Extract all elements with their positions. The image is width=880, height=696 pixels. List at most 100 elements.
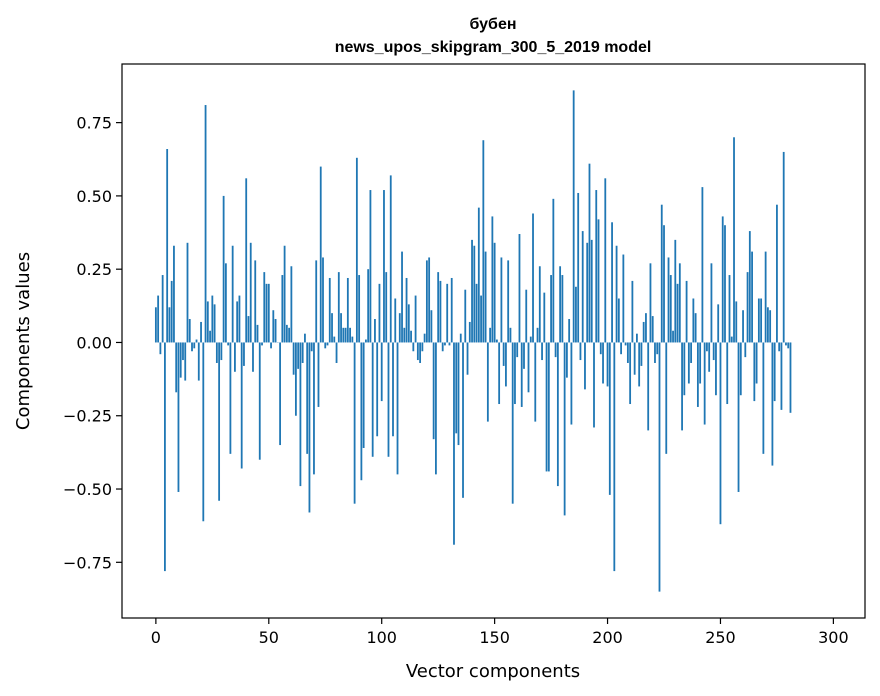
x-tick-label-5: 250: [705, 628, 736, 647]
bar-80: [335, 342, 338, 363]
bar-46: [258, 342, 261, 460]
bar-84: [344, 327, 347, 343]
bar-177: [554, 342, 557, 358]
bar-27: [215, 342, 218, 363]
bar-162: [520, 342, 523, 407]
bar-62: [294, 342, 297, 416]
bar-82: [340, 313, 342, 343]
bar-165: [527, 342, 530, 393]
bar-237: [690, 342, 693, 363]
bar-79: [333, 336, 336, 343]
bar-233: [681, 342, 683, 431]
bar-108: [398, 313, 401, 343]
y-tick-label-3: 0.00: [76, 333, 112, 352]
bar-106: [394, 298, 397, 343]
bar-256: [733, 137, 735, 343]
bar-33: [229, 342, 232, 454]
bar-134: [457, 342, 460, 446]
bar-123: [432, 342, 435, 440]
bar-100: [380, 342, 383, 402]
x-tick-label-4: 200: [592, 628, 623, 647]
bar-281: [789, 342, 792, 413]
bar-280: [787, 342, 790, 349]
bar-265: [753, 342, 756, 402]
bar-88: [353, 342, 356, 504]
bar-23: [206, 301, 209, 343]
bar-156: [507, 260, 510, 343]
bar-110: [403, 327, 406, 343]
bar-217: [645, 313, 647, 343]
bar-206: [620, 342, 623, 355]
bar-154: [502, 342, 505, 366]
bar-122: [430, 310, 433, 343]
bar-200: [606, 342, 609, 387]
bar-56: [281, 275, 284, 343]
bar-170: [538, 266, 541, 343]
bar-157: [509, 327, 512, 343]
bar-81: [337, 272, 340, 343]
bar-212: [633, 342, 636, 375]
bar-50: [267, 283, 270, 343]
bar-8: [173, 245, 175, 343]
bar-175: [550, 275, 552, 343]
bar-55: [279, 342, 281, 446]
bar-12: [182, 342, 184, 361]
bar-260: [742, 310, 744, 343]
y-tick-label-4: 0.25: [76, 260, 112, 279]
bar-118: [421, 342, 424, 352]
bar-173: [545, 342, 548, 472]
bar-19: [197, 342, 200, 381]
bar-257: [735, 301, 738, 343]
bar-274: [773, 342, 776, 402]
bar-92: [362, 342, 365, 448]
bar-255: [730, 336, 733, 343]
bar-161: [518, 234, 521, 343]
bar-182: [565, 342, 568, 378]
bar-2: [159, 342, 162, 355]
bar-205: [617, 298, 620, 343]
bar-203: [613, 342, 616, 572]
bar-60: [290, 266, 293, 343]
bar-15: [188, 319, 191, 343]
bar-139: [468, 321, 471, 343]
bar-65: [301, 342, 304, 363]
bar-132: [453, 342, 455, 545]
bar-235: [685, 280, 688, 343]
bar-68: [308, 342, 311, 513]
bar-199: [604, 178, 607, 343]
bar-269: [762, 342, 765, 454]
bar-158: [511, 342, 514, 504]
bar-67: [306, 342, 309, 454]
bar-271: [766, 307, 769, 343]
bar-107: [396, 342, 399, 475]
bar-276: [778, 342, 781, 352]
bar-98: [376, 342, 379, 437]
bar-216: [642, 321, 645, 343]
bar-36: [236, 301, 239, 343]
bar-124: [435, 342, 437, 475]
bar-7: [170, 280, 173, 343]
bar-228: [669, 275, 672, 343]
bar-135: [459, 333, 462, 343]
bar-142: [475, 283, 478, 343]
bar-86: [349, 327, 351, 343]
bar-99: [378, 283, 381, 343]
chart-title: бубен: [469, 16, 516, 33]
bar-168: [534, 342, 537, 422]
bar-66: [304, 333, 306, 343]
bar-31: [224, 263, 227, 343]
bar-63: [297, 342, 300, 369]
bar-13: [184, 342, 187, 381]
bar-196: [597, 219, 600, 343]
bar-140: [471, 239, 473, 343]
bar-144: [480, 295, 482, 343]
bar-215: [640, 342, 643, 366]
bar-185: [572, 90, 575, 343]
bar-240: [696, 342, 699, 407]
bar-133: [455, 342, 458, 434]
bar-190: [584, 342, 586, 390]
bar-189: [581, 231, 584, 343]
bar-111: [405, 277, 408, 343]
bar-163: [523, 342, 525, 369]
bar-193: [590, 239, 593, 343]
